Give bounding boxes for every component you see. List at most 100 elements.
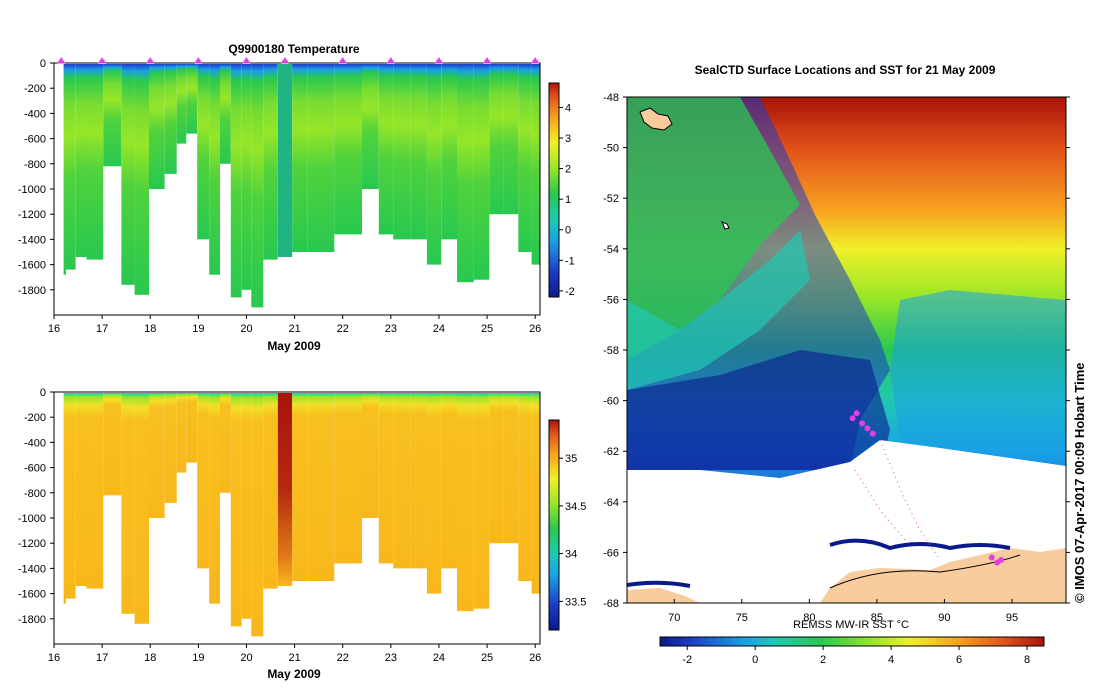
temp-column: [176, 64, 187, 144]
temp-column: [378, 64, 394, 235]
sal-column: [378, 393, 394, 564]
sst-east-blue: [890, 97, 1066, 470]
sal-y-tick-label: -1400: [18, 563, 46, 575]
temp-column: [426, 64, 442, 265]
sal-column: [362, 393, 379, 518]
temp-column: [263, 64, 278, 260]
sal-x-tick-label: 21: [288, 652, 300, 664]
profile-marker: [281, 57, 289, 64]
sal-column: [393, 393, 410, 569]
map-lon-label: 80: [803, 612, 815, 624]
temperature-profile-markers: [57, 57, 540, 64]
kerguelen-island: [639, 107, 673, 131]
temperature-x-axis: 16 17 18 19 20 21 22 23 24 25 26: [48, 315, 541, 335]
sal-column: [164, 393, 177, 503]
profile-marker: [194, 57, 203, 64]
seal-position-point: [864, 425, 871, 432]
sal-y-tick-label: -1600: [18, 589, 46, 601]
sst-cb-tick-label: 4: [888, 654, 894, 666]
temp-column: [503, 64, 519, 215]
map-lat-label: -50: [603, 143, 619, 155]
sal-x-tick-label: 20: [240, 652, 252, 664]
profile-marker: [242, 57, 251, 64]
sal-y-tick-label: -200: [24, 412, 46, 424]
temp-y-tick-label: -1800: [18, 285, 46, 297]
sal-column: [186, 393, 198, 463]
temperature-y-axis: 0 -200 -400 -600 -800 -1000 -1200 -1400 -1600 -18…: [18, 58, 54, 297]
land-southwest: [627, 588, 700, 603]
profile-marker: [98, 57, 107, 64]
sal-column: [220, 393, 231, 493]
salinity-x-label: May 2009: [267, 667, 321, 681]
sal-x-tick-label: 19: [192, 652, 204, 664]
temp-column: [393, 64, 410, 240]
coastal-cold-water-west: [627, 580, 691, 588]
temp-x-tick-label: 18: [144, 323, 156, 335]
sst-map-panel: SealCTD Surface Locations and SST for 21…: [603, 63, 1087, 666]
sst-colorbar: [659, 636, 1045, 647]
seal-position-point: [849, 415, 856, 422]
temp-column: [531, 64, 540, 265]
temp-column: [489, 64, 504, 215]
temp-column: [164, 64, 177, 174]
seal-position-point: [853, 410, 860, 417]
temp-x-tick-label: 20: [240, 323, 252, 335]
sal-column: [241, 393, 252, 619]
sal-y-tick-label: -400: [24, 437, 46, 449]
sal-x-tick-label: 22: [337, 652, 349, 664]
map-lat-label: -68: [603, 598, 619, 610]
temp-column: [121, 64, 135, 285]
temperature-x-label: May 2009: [267, 339, 321, 353]
temp-column: [186, 64, 198, 134]
map-longitude-axis: 70 75 80 85 90 95: [668, 599, 1018, 624]
sal-cb-tick-label: 33.5: [565, 596, 586, 608]
temp-cb-tick-label: -1: [565, 255, 575, 267]
temperature-colorbar-ticks: -2 -1 0 1 2 3 4: [559, 102, 575, 298]
sst-cb-tick-label: 8: [1024, 654, 1030, 666]
temp-x-tick-label: 26: [529, 323, 541, 335]
sal-cb-tick-label: 35: [565, 453, 577, 465]
temp-y-tick-label: -600: [24, 134, 46, 146]
salinity-x-axis: 16 17 18 19 20 21 22 23 24 25 26: [48, 644, 541, 664]
profile-marker: [531, 57, 540, 64]
map-lat-label: -62: [603, 446, 619, 458]
sal-column: [209, 393, 220, 604]
map-lat-label: -66: [603, 547, 619, 559]
seal-position-point: [859, 420, 866, 427]
map-lat-label: -64: [603, 497, 619, 509]
sal-column: [86, 393, 104, 589]
temp-x-tick-label: 23: [385, 323, 397, 335]
sal-y-tick-label: -1000: [18, 513, 46, 525]
map-colorbar-label: REMSS MW-IR SST °C: [793, 619, 909, 631]
sal-x-tick-label: 26: [529, 652, 541, 664]
sal-column: [307, 393, 335, 581]
profile-marker: [483, 57, 491, 64]
sst-cb-tick-label: 0: [752, 654, 758, 666]
temp-x-tick-label: 21: [288, 323, 300, 335]
sal-column: [63, 393, 66, 604]
sal-column: [410, 393, 427, 569]
map-lat-label: -58: [603, 345, 619, 357]
temp-x-tick-label: 25: [481, 323, 493, 335]
sal-column: [263, 393, 278, 589]
temperature-title: Q9900180 Temperature: [228, 42, 360, 56]
temp-column: [518, 64, 532, 252]
temp-column: [209, 64, 220, 275]
temp-x-tick-label: 22: [337, 323, 349, 335]
temp-column: [307, 64, 335, 252]
temp-column: [362, 64, 379, 189]
temp-y-tick-label: -1000: [18, 184, 46, 196]
sal-column: [176, 393, 187, 473]
sal-column: [489, 393, 504, 544]
temp-column: [197, 64, 210, 240]
temp-column: [86, 64, 104, 260]
seal-position-point: [998, 556, 1005, 563]
temp-column: [277, 64, 293, 257]
sst-cb-tick-label: 6: [956, 654, 962, 666]
temp-x-tick-label: 17: [96, 323, 108, 335]
map-lat-label: -60: [603, 396, 619, 408]
map-lat-label: -54: [603, 244, 619, 256]
temp-column: [410, 64, 427, 240]
temp-cb-tick-label: 4: [565, 102, 571, 114]
map-lon-label: 75: [736, 612, 748, 624]
